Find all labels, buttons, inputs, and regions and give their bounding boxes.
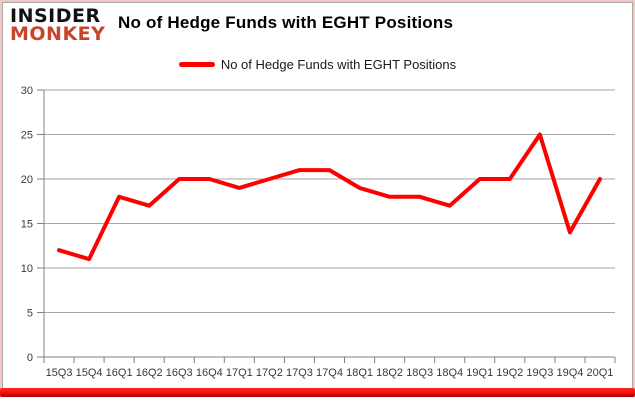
svg-text:5: 5 (27, 308, 33, 320)
y-axis-labels: 0 5 10 15 20 25 30 (21, 85, 33, 364)
legend-label: No of Hedge Funds with EGHT Positions (220, 57, 457, 72)
svg-text:30: 30 (21, 85, 33, 97)
svg-text:15Q4: 15Q4 (76, 367, 103, 379)
svg-text:17Q3: 17Q3 (286, 367, 313, 379)
svg-text:0: 0 (27, 352, 33, 364)
x-axis-labels: 15Q3 15Q4 16Q1 16Q2 16Q3 16Q4 17Q1 17Q2 17Q3 17Q4… (46, 367, 614, 379)
svg-text:17Q4: 17Q4 (316, 367, 343, 379)
svg-text:17Q2: 17Q2 (256, 367, 283, 379)
svg-text:16Q3: 16Q3 (166, 367, 193, 379)
svg-text:15Q3: 15Q3 (46, 367, 73, 379)
svg-text:25: 25 (21, 130, 33, 142)
bottom-red-bar (0, 388, 635, 397)
x-axis-ticks (43, 357, 616, 363)
chart-title: No of Hedge Funds with EGHT Positions (118, 13, 454, 32)
svg-text:18Q4: 18Q4 (436, 367, 463, 379)
svg-text:20Q1: 20Q1 (587, 367, 614, 379)
svg-text:18Q3: 18Q3 (406, 367, 433, 379)
svg-text:16Q1: 16Q1 (106, 367, 133, 379)
svg-text:10: 10 (21, 263, 33, 275)
logo-line-1: INSIDER (10, 5, 101, 27)
insider-monkey-logo: INSIDER MONKEY (10, 5, 106, 46)
svg-text:19Q4: 19Q4 (556, 367, 583, 379)
data-polyline (57, 132, 602, 262)
svg-text:17Q1: 17Q1 (226, 367, 253, 379)
svg-text:16Q4: 16Q4 (196, 367, 223, 379)
legend-line-sample-icon (178, 62, 215, 67)
logo-line-2: MONKEY (10, 23, 106, 46)
legend: No of Hedge Funds with EGHT Positions (0, 57, 635, 72)
svg-text:20: 20 (21, 174, 33, 186)
svg-text:19Q2: 19Q2 (496, 367, 523, 379)
svg-text:16Q2: 16Q2 (136, 367, 163, 379)
svg-text:18Q2: 18Q2 (376, 367, 403, 379)
svg-text:19Q1: 19Q1 (466, 367, 493, 379)
svg-text:18Q1: 18Q1 (346, 367, 373, 379)
y-gridlines (37, 89, 615, 358)
svg-text:15: 15 (21, 219, 33, 231)
svg-text:19Q3: 19Q3 (526, 367, 553, 379)
